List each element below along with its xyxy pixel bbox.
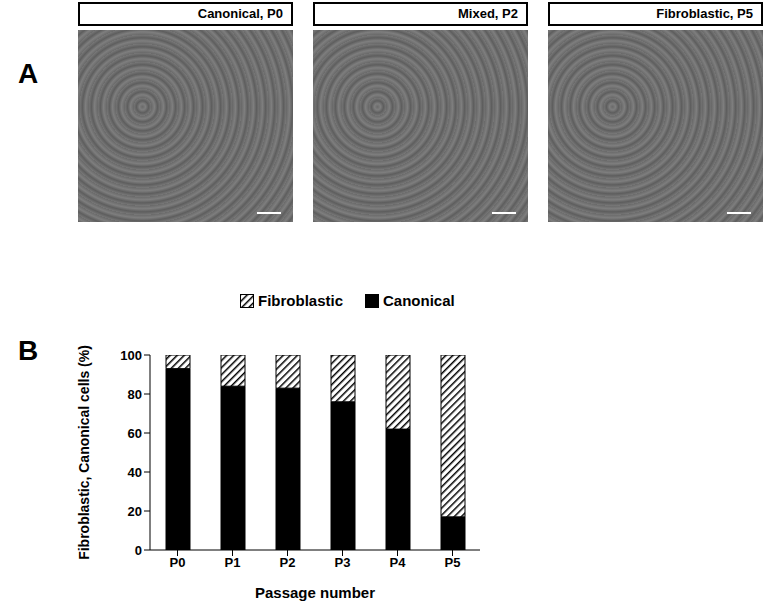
html-text:Fibroblastic: Fibroblastic (258, 292, 343, 309)
svg-text:20: 20 (128, 504, 142, 519)
html-text:Canonical, P0: Canonical, P0 (197, 6, 283, 21)
html-text:Fibroblastic, P5: Fibroblastic, P5 (656, 6, 753, 21)
html-text:Mixed, P2: Mixed, P2 (458, 6, 518, 21)
html-text:A: A (18, 58, 39, 89)
svg-text:P4: P4 (390, 555, 407, 570)
svg-text:80: 80 (128, 387, 142, 402)
svg-text:Passage number: Passage number (255, 584, 375, 601)
svg-text:60: 60 (128, 426, 142, 441)
svg-text:P5: P5 (445, 555, 461, 570)
html-text:B: B (18, 335, 39, 366)
svg-text:40: 40 (128, 465, 142, 480)
svg-text:P0: P0 (170, 555, 186, 570)
svg-text:P2: P2 (280, 555, 296, 570)
html-text:Canonical: Canonical (383, 292, 455, 309)
svg-text:Fibroblastic, Canonical cells: Fibroblastic, Canonical cells (%) (76, 345, 92, 560)
svg-text:P3: P3 (335, 555, 351, 570)
svg-text:100: 100 (120, 348, 142, 363)
svg-text:0: 0 (135, 543, 142, 558)
svg-text:P1: P1 (225, 555, 241, 570)
